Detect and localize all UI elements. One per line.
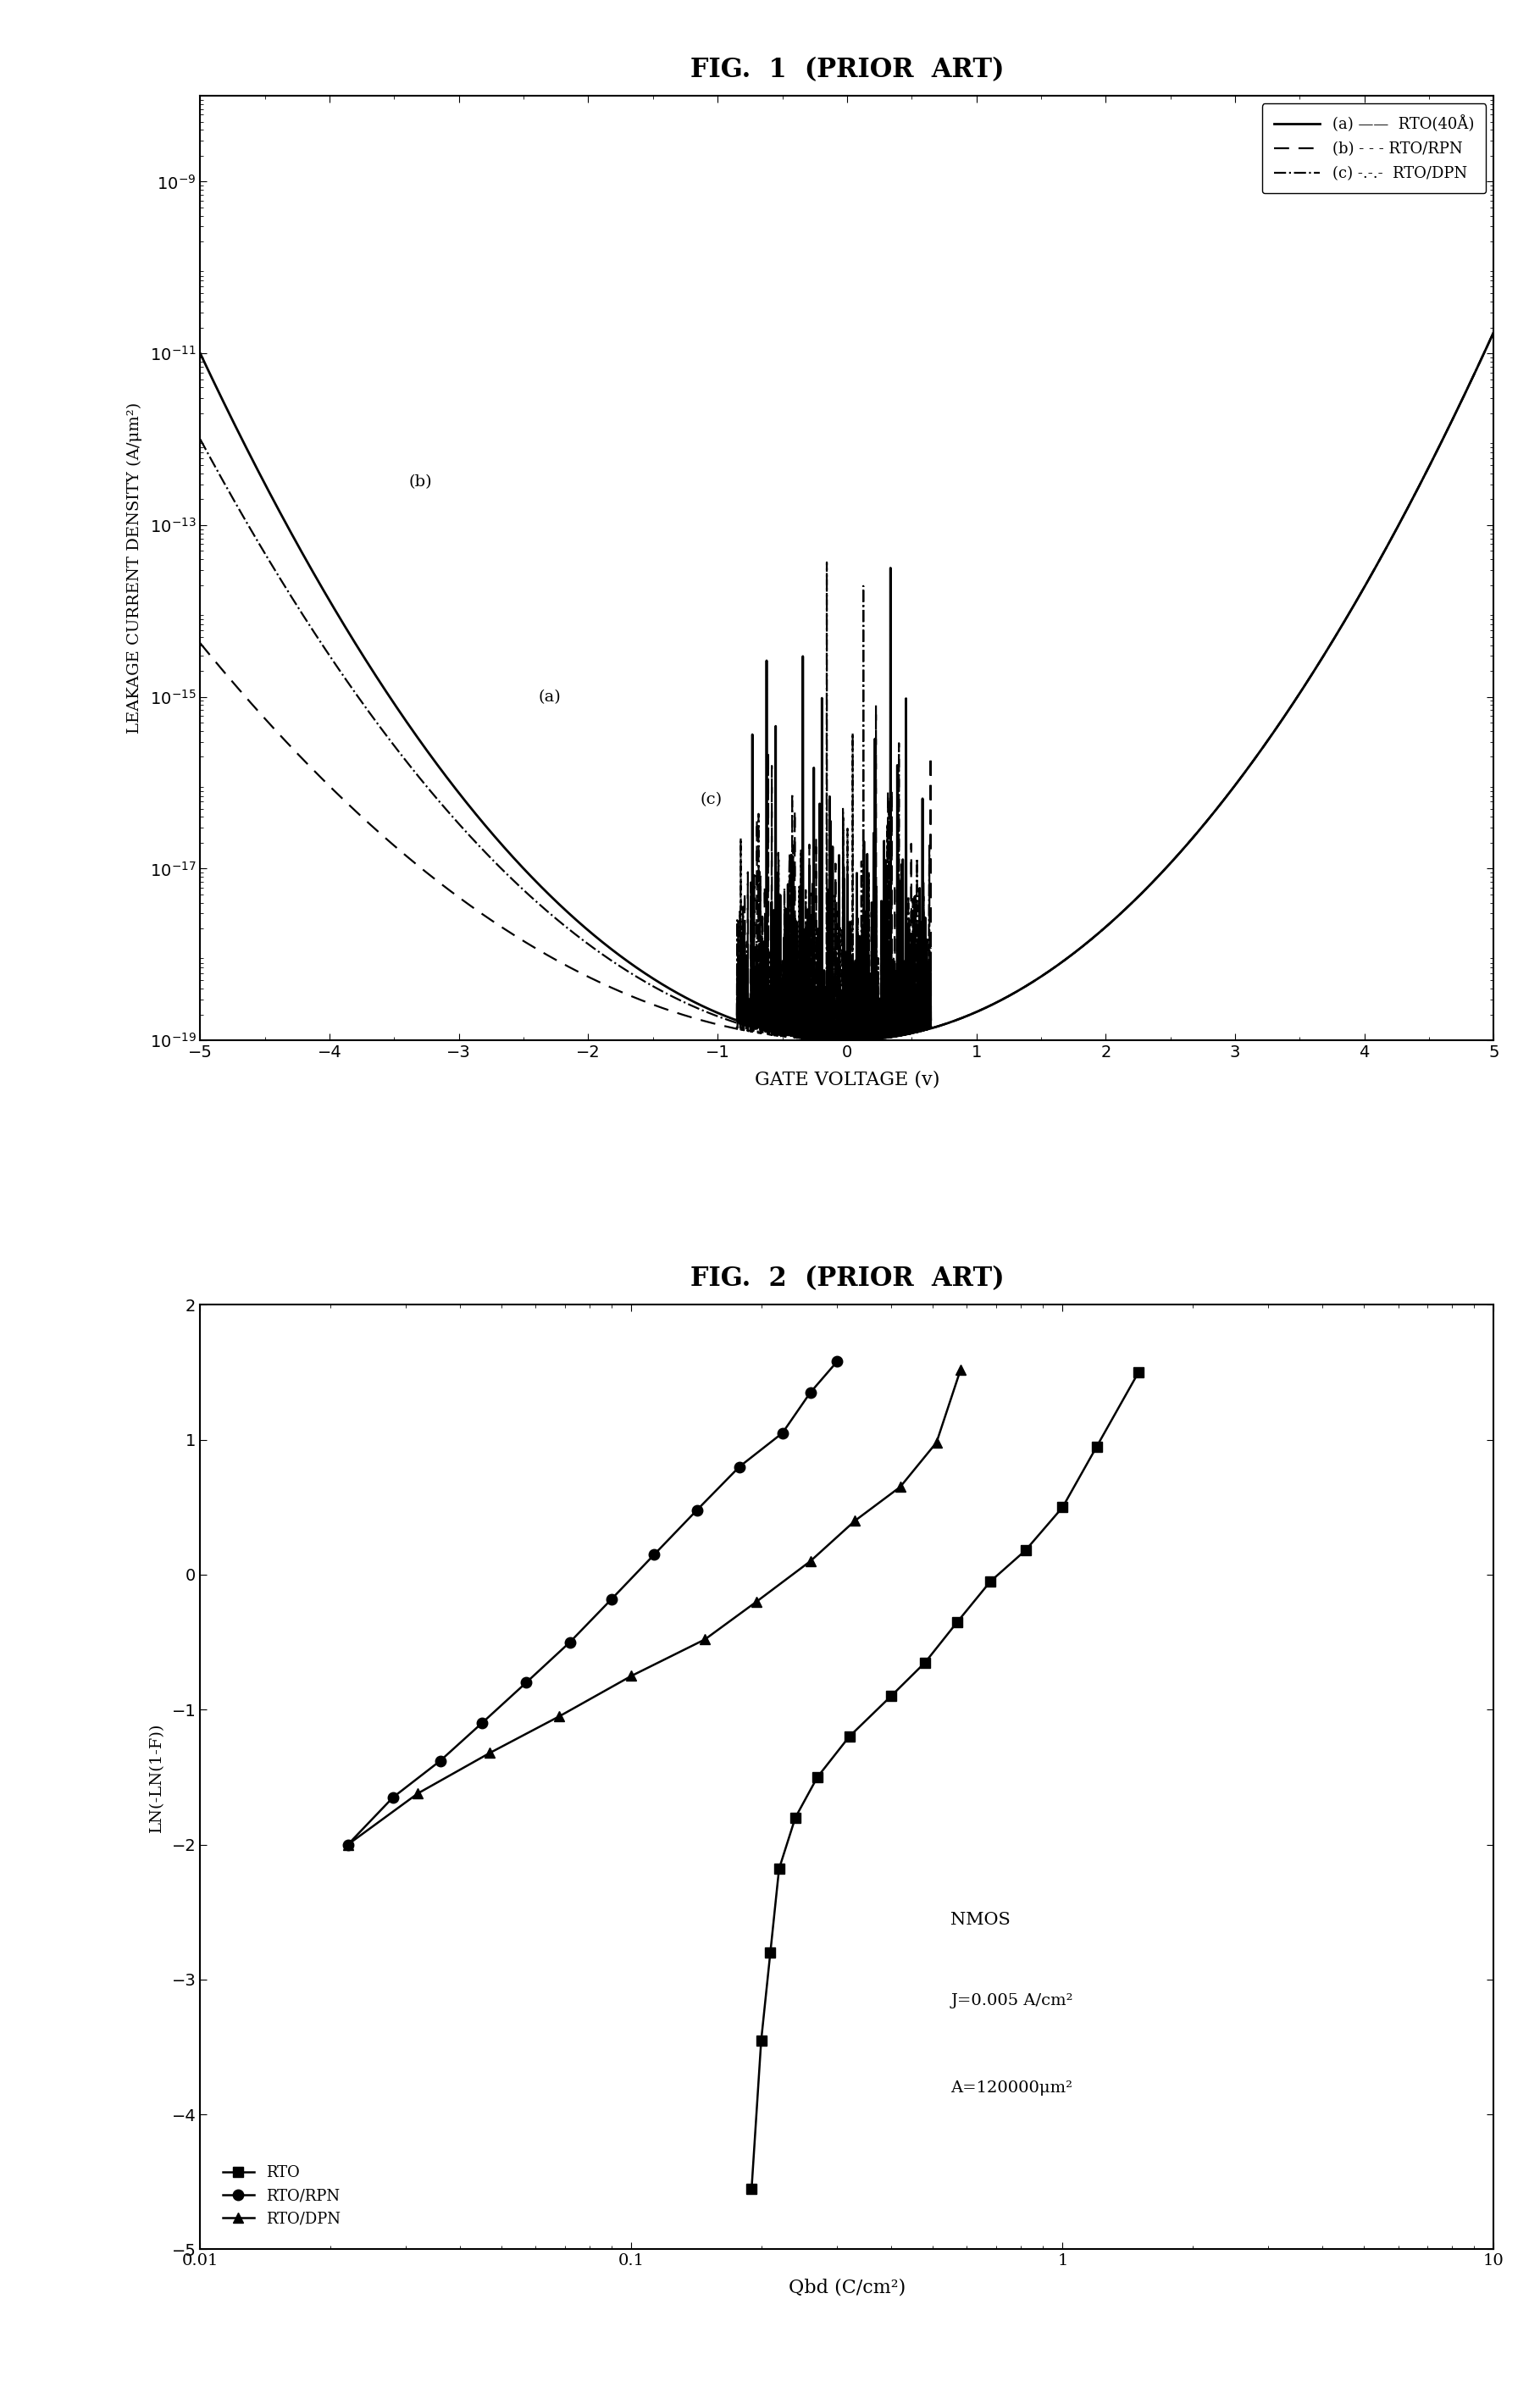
Text: A=120000μm²: A=120000μm² xyxy=(950,2082,1073,2096)
X-axis label: Qbd (C/cm²): Qbd (C/cm²) xyxy=(788,2278,906,2297)
Text: NMOS: NMOS xyxy=(950,1912,1010,1929)
Text: (a): (a) xyxy=(537,689,561,704)
Title: FIG.  1  (PRIOR  ART): FIG. 1 (PRIOR ART) xyxy=(690,57,1004,84)
Title: FIG.  2  (PRIOR  ART): FIG. 2 (PRIOR ART) xyxy=(690,1266,1004,1292)
Legend: (a) ——  RTO(40Å), (b) - - - RTO/RPN, (c) -.-.-  RTO/DPN: (a) —— RTO(40Å), (b) - - - RTO/RPN, (c) … xyxy=(1261,103,1486,194)
Text: J=0.005 A/cm²: J=0.005 A/cm² xyxy=(950,1993,1073,2008)
Text: (c): (c) xyxy=(701,792,722,806)
Y-axis label: LEAKAGE CURRENT DENSITY (A/μm²): LEAKAGE CURRENT DENSITY (A/μm²) xyxy=(128,402,143,735)
X-axis label: GATE VOLTAGE (v): GATE VOLTAGE (v) xyxy=(755,1070,939,1089)
Y-axis label: LN(-LN(1-F)): LN(-LN(1-F)) xyxy=(149,1723,165,1833)
Legend: RTO, RTO/RPN, RTO/DPN: RTO, RTO/RPN, RTO/DPN xyxy=(208,2151,356,2242)
Text: (b): (b) xyxy=(408,474,431,491)
